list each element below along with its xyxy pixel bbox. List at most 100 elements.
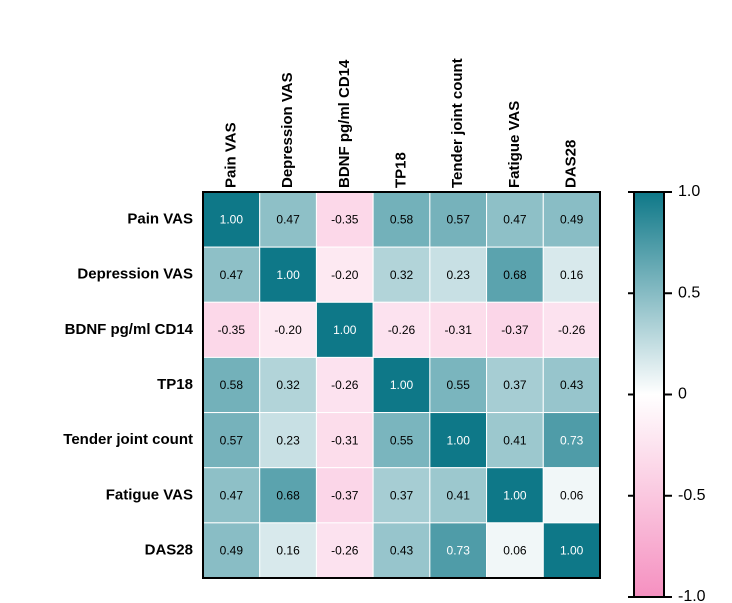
cell-label: 0.32 bbox=[276, 378, 300, 392]
cell-label: 0.43 bbox=[390, 544, 414, 558]
colorbar-tick-label: 0 bbox=[678, 386, 687, 403]
heatmap-cell bbox=[372, 467, 431, 524]
heatmap-cell bbox=[542, 522, 601, 579]
heatmap-cell bbox=[486, 191, 544, 248]
cell-label: 0.49 bbox=[220, 544, 244, 558]
cell-label: 0.06 bbox=[503, 544, 527, 558]
plot-border bbox=[202, 191, 601, 579]
cell-label: 1.00 bbox=[276, 268, 300, 282]
cell-label: 1.00 bbox=[220, 213, 244, 227]
heatmap-cell bbox=[259, 301, 317, 358]
cell-label: 0.43 bbox=[560, 378, 584, 392]
cell-label: 0.58 bbox=[220, 378, 244, 392]
cell-label: -0.26 bbox=[388, 323, 416, 337]
colorbar-tick-label: -1.0 bbox=[678, 588, 706, 603]
heatmap-cell bbox=[486, 301, 544, 358]
heatmap-cell bbox=[542, 246, 601, 303]
heatmap-cell bbox=[202, 412, 261, 469]
cell-label: 0.23 bbox=[276, 433, 300, 447]
heatmap-cell bbox=[202, 191, 261, 248]
cell-label: -0.37 bbox=[501, 323, 529, 337]
x-tick-label: BDNF pg/ml CD14 bbox=[336, 59, 353, 188]
heatmap-cell bbox=[486, 356, 544, 414]
heatmap-cell bbox=[486, 522, 544, 579]
cell-label: 0.68 bbox=[503, 268, 527, 282]
heatmap-cell bbox=[315, 246, 374, 303]
x-tick-label: Pain VAS bbox=[222, 122, 239, 188]
cell-label: -0.26 bbox=[558, 323, 586, 337]
colorbar-tick-label: 0.5 bbox=[678, 284, 700, 301]
cell-label: 0.37 bbox=[390, 488, 414, 502]
cell-label: -0.26 bbox=[331, 378, 359, 392]
cell-label: 0.57 bbox=[447, 213, 471, 227]
cell-label: 0.47 bbox=[220, 488, 244, 502]
cell-label: 1.00 bbox=[333, 323, 357, 337]
cell-label: 1.00 bbox=[560, 544, 584, 558]
heatmap-cell bbox=[542, 356, 601, 414]
heatmap-cell bbox=[315, 522, 374, 579]
heatmap-cell bbox=[315, 301, 374, 358]
cell-label: -0.35 bbox=[218, 323, 246, 337]
cell-label: 0.68 bbox=[276, 488, 300, 502]
cell-label: 0.37 bbox=[503, 378, 527, 392]
cell-label: 0.47 bbox=[276, 213, 300, 227]
cell-label: -0.31 bbox=[331, 433, 359, 447]
cell-label: 0.58 bbox=[390, 213, 414, 227]
colorbar-tick-label: -0.5 bbox=[678, 487, 706, 504]
y-tick-label: Pain VAS bbox=[127, 211, 193, 228]
x-tick-label: Depression VAS bbox=[279, 72, 296, 188]
heatmap-cell bbox=[429, 301, 488, 358]
y-tick-label: DAS28 bbox=[145, 541, 193, 558]
heatmap-cell bbox=[429, 522, 488, 579]
cell-label: -0.26 bbox=[331, 544, 359, 558]
cell-label: 0.49 bbox=[560, 213, 584, 227]
heatmap-cell bbox=[372, 522, 431, 579]
y-tick-label: Fatigue VAS bbox=[106, 486, 193, 503]
cell-label: 0.06 bbox=[560, 488, 584, 502]
x-tick-label: TP18 bbox=[392, 152, 409, 188]
heatmap-cell bbox=[202, 356, 261, 414]
x-tick-label: Fatigue VAS bbox=[506, 101, 523, 188]
x-tick-label: Tender joint count bbox=[449, 58, 466, 188]
heatmap-cell bbox=[372, 301, 431, 358]
cell-label: 1.00 bbox=[503, 488, 527, 502]
cell-label: -0.35 bbox=[331, 213, 359, 227]
heatmap-cell bbox=[542, 467, 601, 524]
cell-label: 0.41 bbox=[447, 488, 471, 502]
heatmap-cell bbox=[372, 356, 431, 414]
cell-label: 1.00 bbox=[447, 433, 471, 447]
cell-label: 0.73 bbox=[447, 544, 471, 558]
y-tick-label: BDNF pg/ml CD14 bbox=[65, 321, 194, 338]
heatmap-cell bbox=[315, 412, 374, 469]
cell-label: 0.16 bbox=[560, 268, 584, 282]
cell-label: 0.32 bbox=[390, 268, 414, 282]
cell-label: 0.47 bbox=[503, 213, 527, 227]
cell-label: -0.31 bbox=[445, 323, 473, 337]
heatmap-cell bbox=[542, 301, 601, 358]
heatmap-cell bbox=[429, 246, 488, 303]
heatmap-cell bbox=[259, 356, 317, 414]
colorbar-tick-label: 1.0 bbox=[678, 183, 700, 200]
cell-label: 0.47 bbox=[220, 268, 244, 282]
cell-label: -0.20 bbox=[331, 268, 359, 282]
heatmap-cell bbox=[259, 467, 317, 524]
cell-label: 0.16 bbox=[276, 544, 300, 558]
y-tick-label: TP18 bbox=[157, 376, 193, 393]
cell-label: -0.37 bbox=[331, 488, 359, 502]
cell-label: 0.73 bbox=[560, 433, 584, 447]
cell-label: 0.57 bbox=[220, 433, 244, 447]
y-tick-label: Tender joint count bbox=[63, 431, 193, 448]
cell-label: 0.41 bbox=[503, 433, 527, 447]
cell-label: -0.20 bbox=[274, 323, 302, 337]
heatmap-cell bbox=[259, 191, 317, 248]
heatmap-cell bbox=[202, 467, 261, 524]
cell-label: 0.55 bbox=[390, 433, 414, 447]
colorbar bbox=[633, 191, 665, 598]
heatmap-cell bbox=[429, 467, 488, 524]
x-tick-label: DAS28 bbox=[563, 140, 580, 188]
cell-label: 0.23 bbox=[447, 268, 471, 282]
y-tick-label: Depression VAS bbox=[77, 266, 193, 283]
cell-label: 0.55 bbox=[447, 378, 471, 392]
